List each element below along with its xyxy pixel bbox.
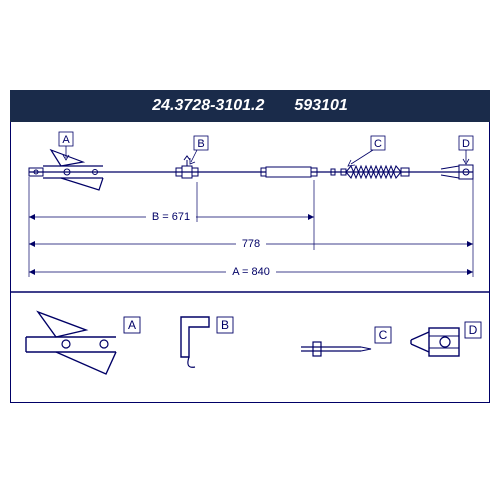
header-bar: 24.3728-3101.2 593101: [10, 90, 490, 122]
detail-d: D: [411, 322, 481, 356]
detail-row: A B C: [26, 312, 481, 374]
detail-label-b: B: [221, 318, 229, 332]
main-assembly: A B C D: [29, 132, 473, 278]
label-a: A: [62, 134, 70, 146]
label-d: D: [462, 138, 470, 150]
detail-label-d: D: [469, 323, 478, 337]
part-number: 24.3728-3101.2: [152, 97, 264, 115]
adjuster-b: [176, 156, 198, 178]
dim-a: A = 840: [232, 266, 270, 278]
dimensions: B = 671 778 A = 840: [29, 177, 473, 278]
ref-number: 593101: [294, 97, 347, 115]
detail-label-a: A: [128, 318, 136, 332]
callouts: A B C D: [59, 132, 473, 166]
label-b: B: [197, 138, 204, 150]
detail-label-c: C: [379, 328, 388, 342]
label-c: C: [374, 138, 382, 150]
sleeve: [261, 167, 317, 177]
dim-778: 778: [242, 238, 260, 250]
detail-c: C: [301, 327, 391, 356]
technical-drawing: 24.3728-3101.2 593101: [10, 90, 490, 410]
diagram-svg: A B C D: [11, 122, 489, 402]
detail-b: B: [181, 317, 233, 367]
dim-b: B = 671: [152, 211, 190, 223]
detail-a: A: [26, 312, 140, 374]
diagram-frame: A B C D: [10, 122, 490, 403]
